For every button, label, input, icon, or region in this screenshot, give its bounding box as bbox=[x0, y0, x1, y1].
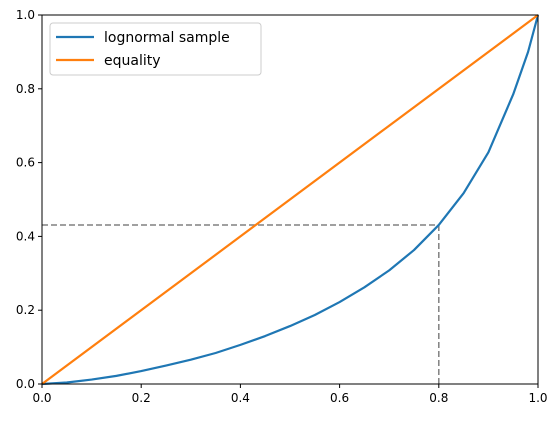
legend-label-1: equality bbox=[104, 53, 161, 69]
x-tick-label: 0.6 bbox=[330, 391, 349, 405]
y-tick-label: 0.8 bbox=[16, 82, 35, 96]
x-tick-label: 0.2 bbox=[132, 391, 151, 405]
x-tick-label: 1.0 bbox=[528, 391, 547, 405]
x-tick-label: 0.4 bbox=[231, 391, 250, 405]
y-tick-label: 0.4 bbox=[16, 229, 35, 243]
y-tick-label: 1.0 bbox=[16, 8, 35, 22]
y-tick-label: 0.0 bbox=[16, 377, 35, 391]
series-line-0 bbox=[41, 14, 540, 386]
y-tick-label: 0.6 bbox=[16, 156, 35, 170]
x-tick-label: 0.8 bbox=[429, 391, 448, 405]
series-line-1 bbox=[41, 14, 539, 385]
legend-box bbox=[49, 22, 262, 76]
axes-frame bbox=[41, 14, 539, 385]
x-tick-label: 0.0 bbox=[32, 391, 51, 405]
y-tick-label: 0.2 bbox=[16, 303, 35, 317]
legend-label-0: lognormal sample bbox=[104, 30, 230, 46]
